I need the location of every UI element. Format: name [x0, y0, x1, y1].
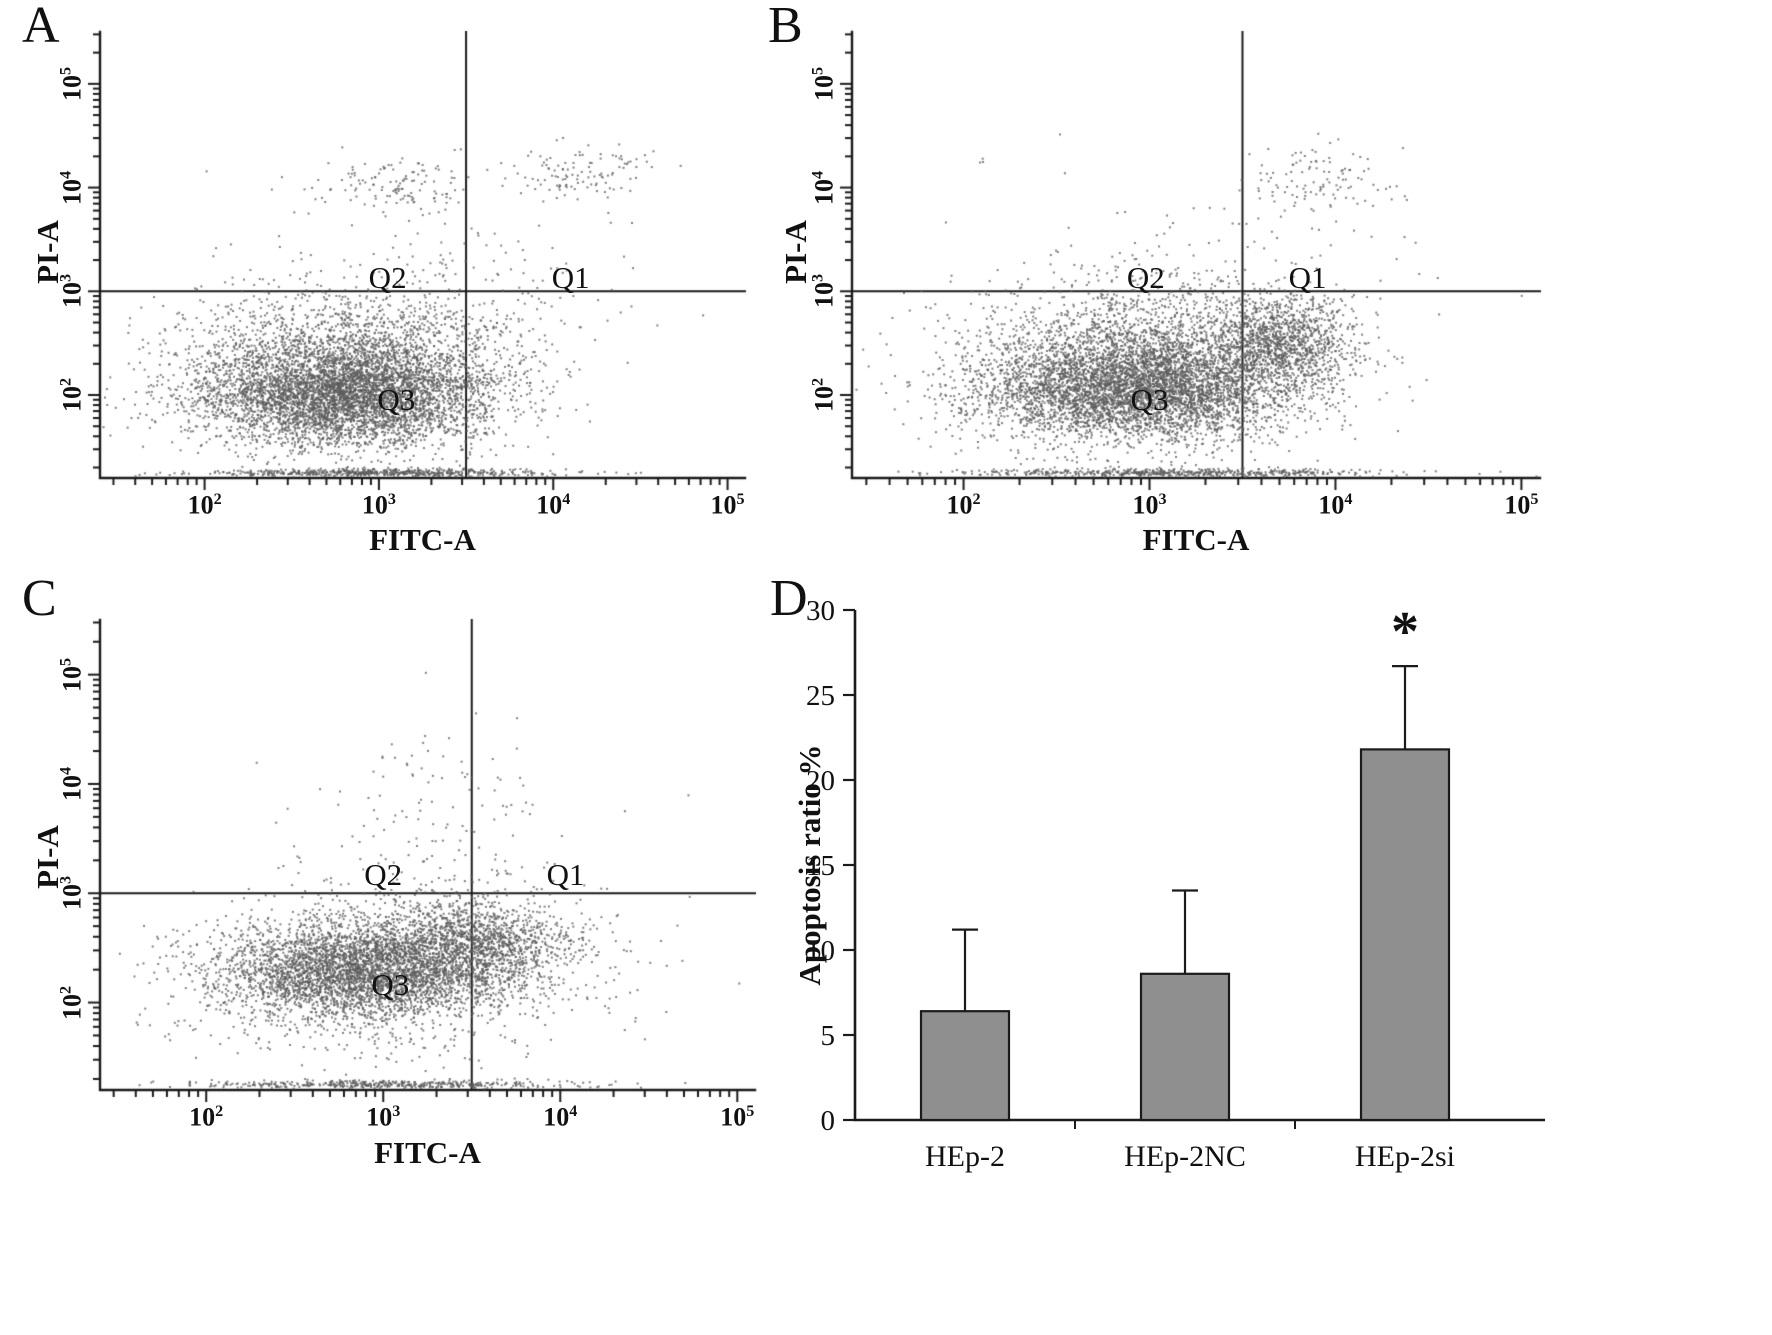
panel-b-scatter: B PI-A FITC-A 102 103 104 105 102 103 104 105 Q2… — [768, 0, 1772, 565]
quadrant-label-q1: Q1 — [546, 856, 585, 892]
x-tick-label: 102 — [189, 1102, 224, 1132]
quadrant-label-q2: Q2 — [1126, 259, 1165, 295]
quadrant-label-q1: Q1 — [1288, 259, 1327, 295]
panel-d-bar-chart: 0 5 10 15 20 25 30 HEp-2 HEp-2NC HEp-2si * D Apopt… — [770, 565, 1772, 1335]
bar-category-label: HEp-2 — [925, 1140, 1005, 1173]
x-tick-label: 103 — [366, 1102, 401, 1132]
bar-y-tick-label: 10 — [806, 935, 835, 967]
bar-category-label: HEp-2NC — [1124, 1140, 1246, 1173]
bar-hep-2si — [1359, 748, 1451, 1122]
scatter-canvas-b — [770, 0, 1772, 565]
x-tick-label: 105 — [1504, 490, 1539, 520]
panel-c-letter: C — [22, 570, 57, 627]
panel-a-x-axis-label: FITC-A — [369, 522, 476, 557]
bar-hep-2nc — [1139, 972, 1231, 1122]
bar-y-tick-label: 25 — [806, 680, 835, 712]
bar-y-tick-label: 5 — [821, 1020, 836, 1052]
y-tick-label: 104 — [57, 766, 87, 801]
y-tick-label: 105 — [57, 657, 87, 692]
scatter-canvas-a — [0, 0, 770, 565]
x-tick-label: 104 — [536, 490, 571, 520]
quadrant-label-q1: Q1 — [551, 259, 590, 295]
significance-asterisk: * — [1391, 601, 1419, 663]
bar-y-tick-label: 30 — [806, 595, 835, 627]
bar-y-tick-label: 20 — [806, 765, 835, 797]
panel-b-x-axis-label: FITC-A — [1142, 522, 1250, 557]
bar-chart-svg: 0 5 10 15 20 25 30 HEp-2 HEp-2NC HEp-2si * — [806, 595, 1545, 1173]
bar-hep-2 — [919, 1010, 1011, 1122]
y-tick-label: 103 — [809, 274, 839, 309]
panel-a-letter: A — [22, 0, 60, 54]
bar-category-label: HEp-2si — [1355, 1140, 1455, 1173]
x-tick-label: 102 — [946, 490, 981, 520]
x-tick-label: 104 — [543, 1102, 578, 1132]
quadrant-label-q3: Q3 — [371, 967, 410, 1003]
panel-b-letter: B — [768, 0, 803, 54]
panel-d-y-axis-label: Apoptosis ratio % — [792, 744, 827, 986]
x-tick-label: 103 — [361, 490, 396, 520]
bar-y-tick-label: 0 — [821, 1105, 836, 1137]
y-tick-label: 105 — [57, 66, 87, 101]
bar-y-tick-label: 15 — [806, 850, 835, 882]
y-tick-label: 102 — [57, 377, 87, 413]
quadrant-label-q2: Q2 — [368, 259, 407, 295]
x-tick-label: 104 — [1318, 490, 1353, 520]
panel-c-scatter: C PI-A FITC-A 102 103 104 105 102 103 104 105 Q2… — [0, 565, 770, 1335]
x-tick-label: 103 — [1132, 490, 1167, 520]
x-tick-label: 105 — [720, 1102, 755, 1132]
panel-b-y-axis-label: PI-A — [778, 220, 813, 284]
scatter-canvas-c — [0, 565, 770, 1335]
panel-a-scatter: A PI-A FITC-A 102 103 104 105 102 103 104 105 Q2… — [0, 0, 770, 565]
x-tick-label: 105 — [710, 490, 745, 520]
y-tick-label: 103 — [57, 274, 87, 309]
quadrant-label-q3: Q3 — [377, 382, 416, 418]
panel-d-letter: D — [770, 570, 808, 627]
panel-c-x-axis-label: FITC-A — [374, 1135, 481, 1170]
quadrant-label-q3: Q3 — [1130, 382, 1169, 418]
y-tick-label: 102 — [809, 377, 839, 413]
x-tick-label: 102 — [187, 490, 222, 520]
y-tick-label: 104 — [57, 170, 87, 205]
y-tick-label: 104 — [809, 170, 839, 205]
y-tick-label: 105 — [809, 66, 839, 101]
y-tick-label: 102 — [57, 985, 87, 1020]
quadrant-label-q2: Q2 — [364, 856, 403, 892]
y-tick-label: 103 — [57, 876, 87, 911]
